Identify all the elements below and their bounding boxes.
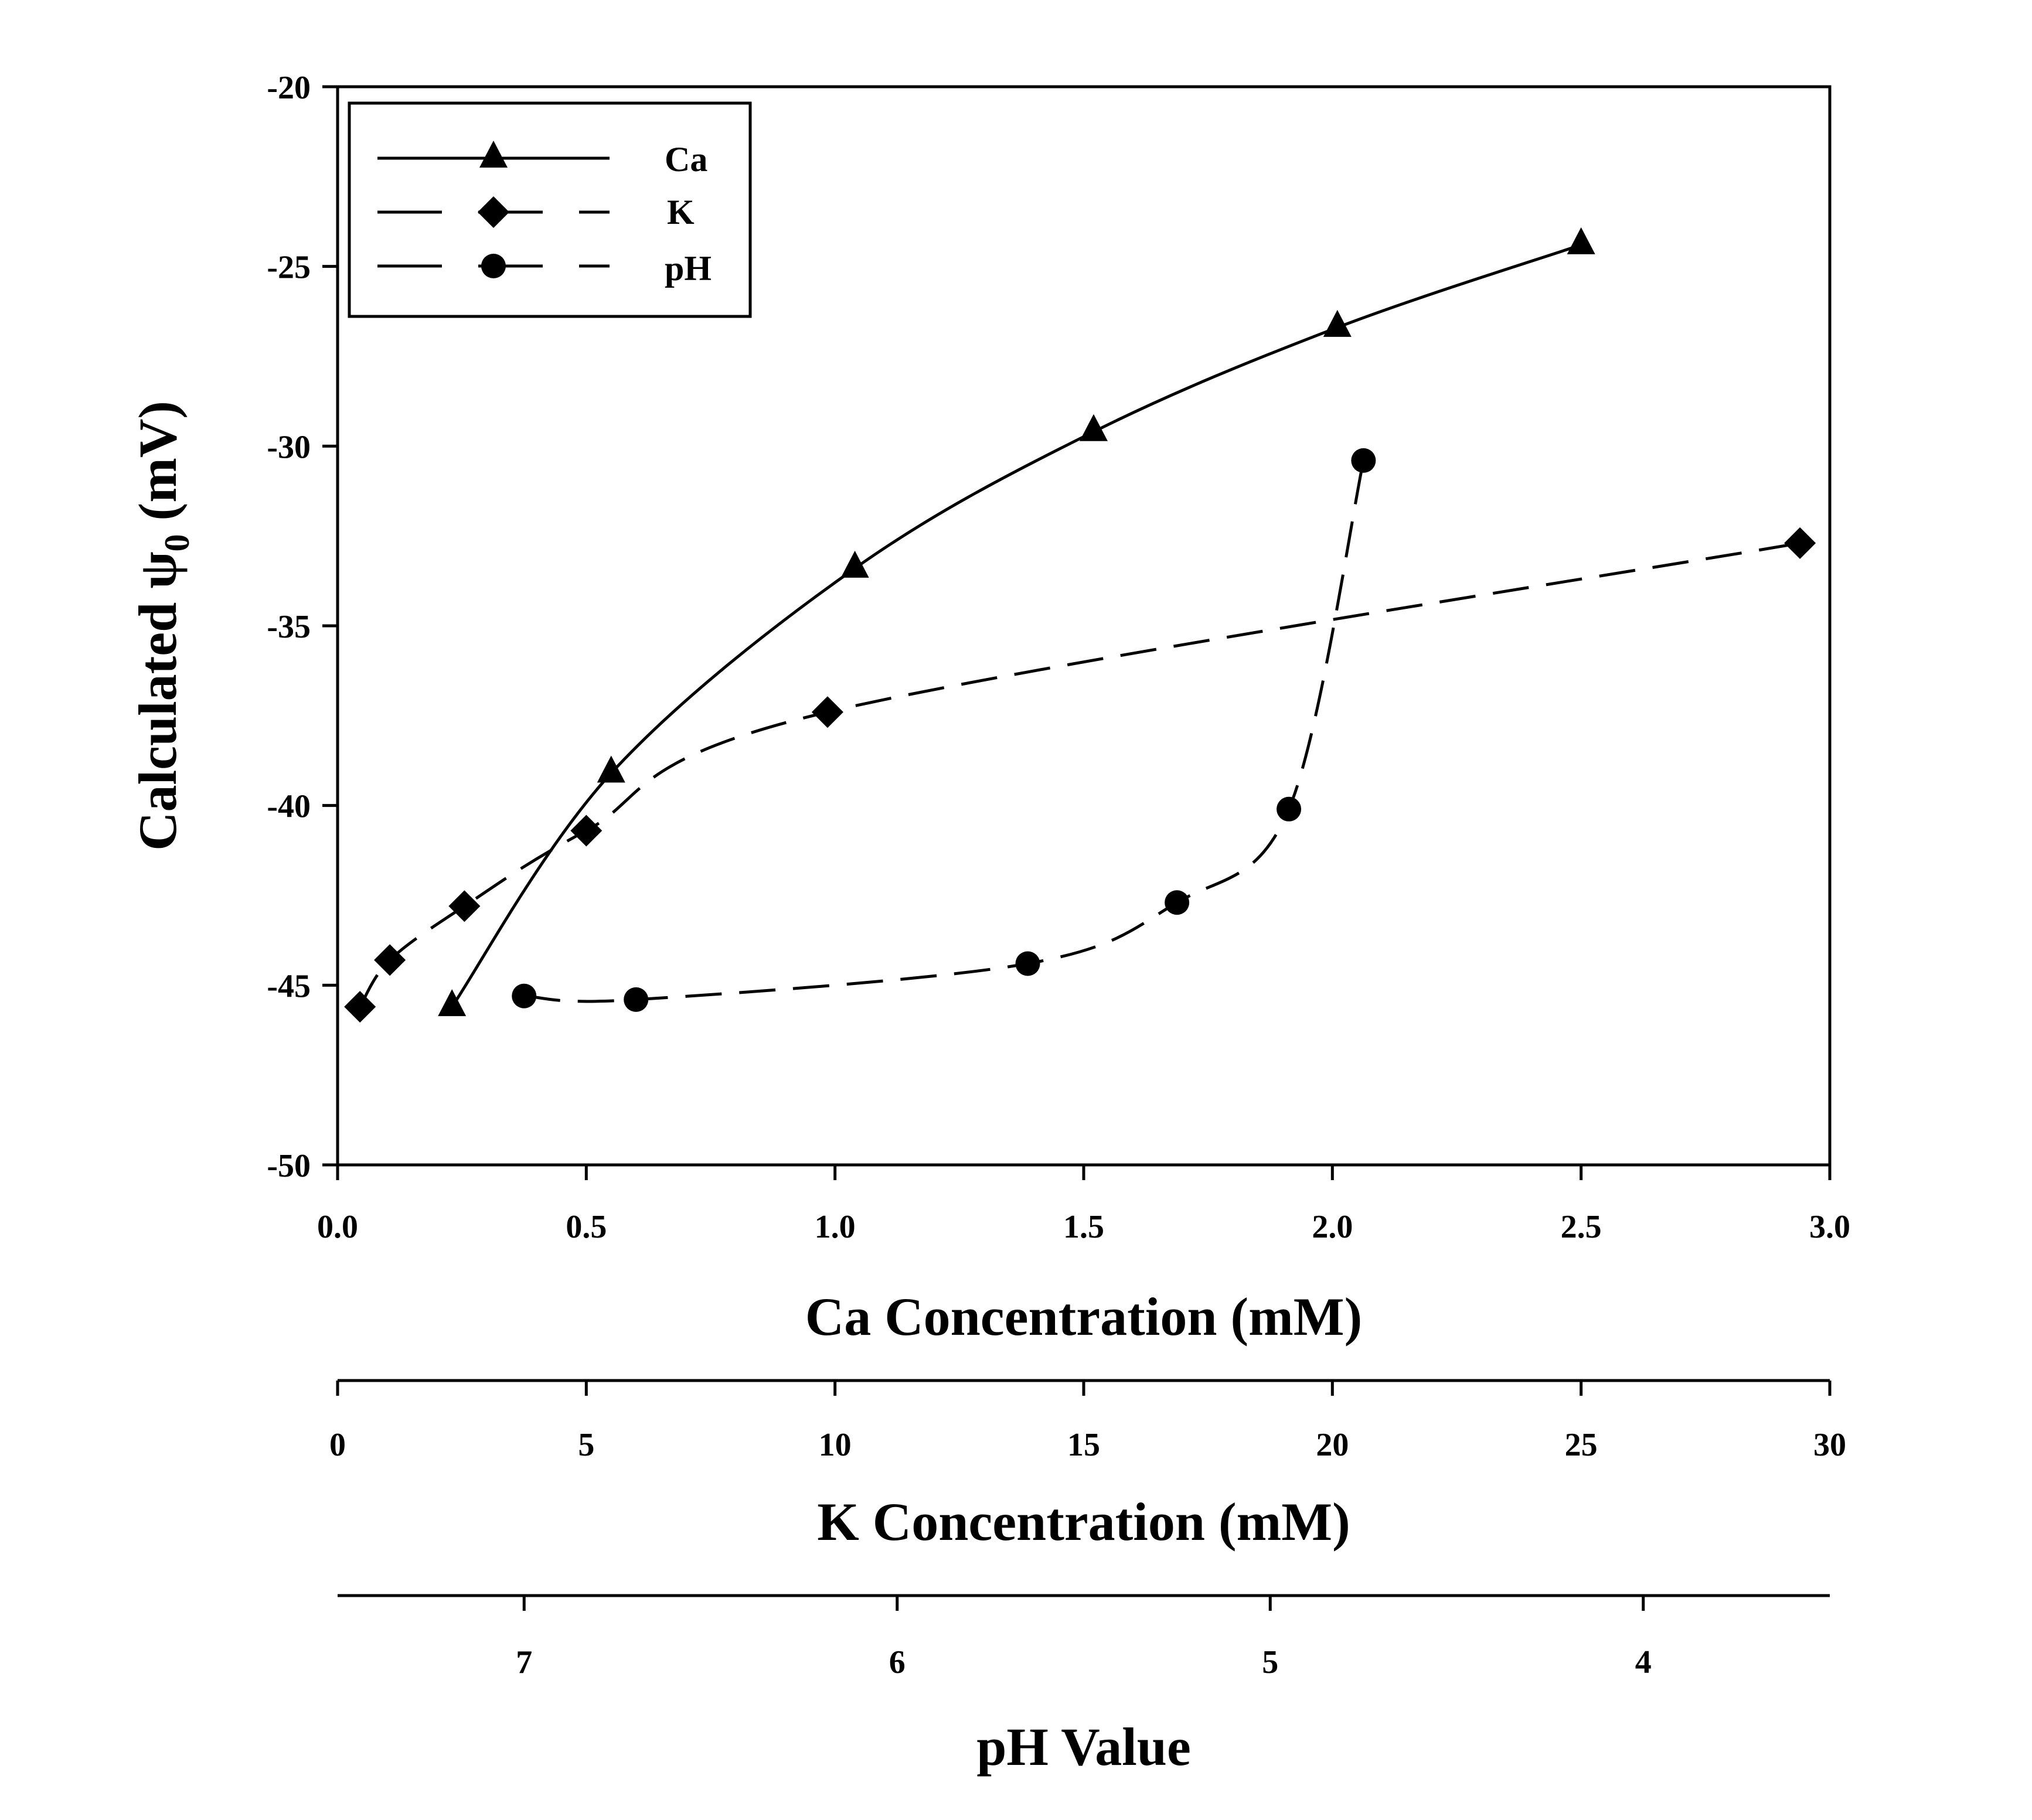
data-point-ph — [624, 987, 649, 1012]
ca-tick-label: 0.5 — [566, 1209, 607, 1245]
legend-label-k: K — [667, 193, 695, 231]
ca-tick-label: 2.0 — [1312, 1209, 1353, 1245]
y-tick-label: -25 — [267, 250, 311, 286]
series-markers — [344, 227, 1816, 1023]
data-point-ca — [840, 550, 869, 578]
ca-tick-label: 2.5 — [1561, 1209, 1602, 1245]
legend-marker-ph — [481, 254, 506, 278]
legend-items — [377, 141, 610, 278]
ph-tick-label: 5 — [1262, 1644, 1278, 1681]
y-tick-label: -45 — [267, 968, 311, 1004]
legend-marker-k — [478, 196, 509, 228]
ca-tick-label: 3.0 — [1809, 1209, 1850, 1245]
k-tick-label: 30 — [1813, 1427, 1846, 1463]
y-tick-label: -50 — [267, 1148, 311, 1184]
y-axis-ticks: -20 -25 -30 -35 -40 -45 -50 — [267, 70, 338, 1184]
data-point-ca — [438, 989, 467, 1017]
y-axis-title-unit: (mV) — [128, 401, 188, 534]
data-point-ca — [1323, 309, 1352, 337]
data-point-k — [344, 991, 376, 1023]
y-tick-label: -20 — [267, 70, 311, 106]
ca-tick-label: 1.0 — [815, 1209, 856, 1245]
data-point-ca — [597, 755, 625, 783]
legend: Ca K pH — [348, 101, 752, 318]
data-point-ph — [1165, 890, 1190, 915]
y-axis-title-main: Calculated ψ — [128, 551, 188, 851]
x-axis-title-ca: Ca Concentration (mM) — [805, 1287, 1362, 1347]
k-tick-label: 15 — [1067, 1427, 1100, 1463]
data-point-ca — [1567, 227, 1595, 254]
y-tick-label: -35 — [267, 609, 311, 645]
data-point-k — [448, 890, 481, 922]
data-point-k — [1784, 527, 1816, 559]
x-axis-title-ph: pH Value — [976, 1717, 1191, 1777]
k-tick-label: 10 — [819, 1427, 852, 1463]
series-line-k — [359, 541, 1800, 1008]
ph-tick-label: 4 — [1635, 1644, 1652, 1681]
legend-box — [348, 101, 752, 318]
data-point-ph — [512, 983, 537, 1008]
ca-tick-label: 1.5 — [1063, 1209, 1104, 1245]
y-tick-label: -40 — [267, 789, 311, 825]
y-axis-title: Calculated ψ0 (mV) — [128, 401, 196, 851]
k-tick-label: 5 — [578, 1427, 594, 1463]
x-axis-ticks: 0.0 0.5 1.0 1.5 2.0 2.5 3.0 0 5 10 15 20 25 30 7 6 5 4 — [317, 1165, 1850, 1681]
k-tick-label: 0 — [329, 1427, 346, 1463]
x-axis-title-k: K Concentration (mM) — [817, 1492, 1350, 1552]
data-point-ph — [1277, 796, 1302, 822]
ph-tick-label: 7 — [516, 1644, 532, 1681]
y-axis-title-subscript: 0 — [158, 534, 196, 551]
y-tick-label: -30 — [267, 429, 311, 465]
data-point-ph — [1015, 951, 1040, 976]
legend-label-ph: pH — [665, 249, 712, 288]
k-tick-label: 25 — [1565, 1427, 1598, 1463]
data-point-k — [811, 696, 843, 728]
data-point-k — [570, 814, 603, 847]
ph-tick-label: 6 — [889, 1644, 906, 1681]
data-point-ca — [1079, 414, 1108, 441]
series-line-ca — [451, 243, 1582, 1008]
legend-marker-ca — [479, 141, 508, 168]
ca-tick-label: 0.0 — [317, 1209, 358, 1245]
legend-label-ca: Ca — [665, 140, 707, 179]
data-point-ph — [1351, 448, 1376, 473]
data-point-k — [374, 944, 406, 976]
k-tick-label: 20 — [1316, 1427, 1349, 1463]
